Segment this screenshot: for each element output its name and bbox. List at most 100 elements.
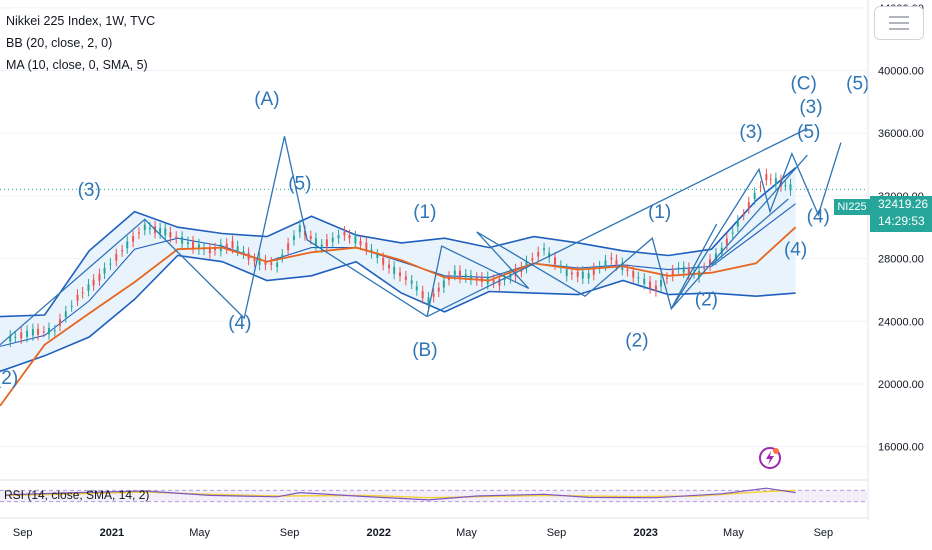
candle-body: [543, 248, 546, 251]
candle-body: [498, 278, 501, 286]
candle-body: [747, 202, 750, 209]
menu-button[interactable]: [874, 6, 924, 40]
candle-body: [742, 214, 745, 216]
candle-body: [309, 236, 312, 239]
candle-body: [382, 257, 385, 265]
last-price: 32419.26: [878, 197, 929, 211]
candle-body: [570, 272, 573, 275]
candle-body: [359, 240, 362, 245]
candle-body: [103, 267, 106, 274]
candle-body: [626, 269, 629, 272]
candle-body: [610, 257, 613, 260]
candle-body: [404, 276, 407, 280]
candle-body: [632, 270, 635, 278]
candle-body: [458, 270, 461, 278]
wave-label: (2): [0, 368, 18, 389]
candle-body: [169, 232, 172, 238]
candle-body: [437, 287, 440, 292]
candle-body: [576, 271, 579, 277]
candle-body: [337, 235, 340, 239]
candle-body: [376, 254, 379, 258]
candle-body: [121, 250, 124, 252]
candle-body: [281, 254, 284, 258]
candle-body: [164, 228, 167, 236]
bb-upper: [0, 167, 797, 318]
candle-body: [186, 241, 189, 244]
candle-body: [432, 293, 435, 297]
candle-body: [554, 257, 557, 265]
candle-body: [548, 252, 551, 258]
candle-body: [236, 246, 239, 251]
bollinger-bands: [0, 167, 797, 373]
candle-body: [709, 259, 712, 266]
candle-body: [181, 236, 184, 244]
candle-body: [637, 277, 640, 279]
rsi-pane: [0, 479, 868, 503]
wave-label: (1): [413, 202, 436, 223]
legend-title: Nikkei 225 Index, 1W, TVC: [6, 14, 156, 28]
candle-body: [175, 236, 178, 239]
candle-body: [525, 261, 528, 268]
wave-label: (C): [790, 73, 816, 94]
candle-body: [9, 335, 12, 342]
candle-body: [37, 328, 40, 335]
x-tick-label: May: [189, 527, 210, 539]
wave-label: (B): [412, 340, 437, 361]
x-tick-label: Sep: [814, 527, 834, 539]
time-axis: Sep 2021 May Sep 2022 May Sep 2023 May Sep: [0, 517, 868, 539]
candle-body: [660, 280, 663, 287]
wave-a-path: [0, 136, 428, 346]
candle-body: [753, 192, 756, 199]
candle-body: [427, 297, 430, 305]
x-tick-label: May: [723, 527, 744, 539]
x-tick-label: 2021: [100, 527, 124, 539]
wave-label: (4): [784, 239, 807, 260]
y-tick-label: 36000.00: [878, 128, 924, 140]
candle-body: [769, 179, 772, 181]
candle-body: [325, 239, 328, 247]
rsi-label: RSI (14, close, SMA, 14, 2): [4, 488, 150, 502]
candle-body: [287, 243, 290, 251]
candle-body: [258, 257, 261, 265]
candle-body: [331, 237, 334, 242]
candle-body: [453, 270, 456, 275]
wave-label: (5): [288, 174, 311, 195]
candle-body: [393, 266, 396, 274]
lower-c-line: [670, 154, 808, 310]
wave-label: (2): [695, 290, 718, 311]
upper-c-line: [426, 127, 808, 318]
candle-body: [42, 331, 45, 333]
candle-body: [137, 232, 140, 234]
candle-body: [565, 269, 568, 277]
candle-body: [253, 258, 256, 262]
inner-c-line: [711, 198, 789, 266]
wave-label: (3): [799, 97, 822, 118]
candle-body: [53, 330, 56, 332]
candle-body: [677, 267, 680, 269]
candle-body: [213, 248, 216, 251]
candle-body: [365, 242, 368, 250]
candle-body: [784, 185, 787, 187]
symbol-badge: NI225: [834, 199, 870, 215]
candle-body: [264, 260, 267, 265]
candle-body: [197, 244, 200, 250]
wave-label: (A): [254, 89, 279, 110]
candle-body: [765, 174, 768, 181]
candle-body: [109, 263, 112, 265]
candle-body: [303, 231, 306, 236]
candle-body: [604, 260, 607, 266]
candle-body: [703, 268, 706, 270]
candle-body: [143, 224, 146, 230]
candle-body: [725, 238, 728, 245]
rsi-band-fill: [0, 490, 868, 502]
candle-body: [774, 178, 777, 185]
bar-countdown: 14:29:53: [878, 214, 925, 228]
bolt-icon[interactable]: [758, 446, 782, 470]
candle-body: [492, 279, 495, 283]
candle-body: [276, 262, 279, 267]
candle-body: [58, 319, 61, 326]
candle-body: [736, 220, 739, 227]
candle-body: [592, 268, 595, 275]
rsi-ma-line: [10, 489, 796, 499]
